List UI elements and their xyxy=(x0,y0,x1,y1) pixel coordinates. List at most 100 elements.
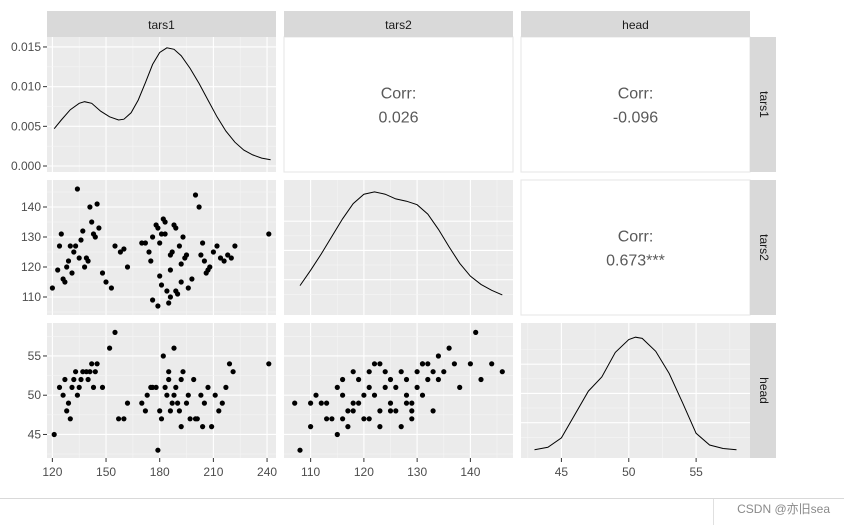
scatter-point-tars1-tars2 xyxy=(201,258,207,264)
scatter-point-tars2-head xyxy=(345,424,351,430)
scatter-point-tars2-head xyxy=(419,392,426,398)
scatter-point-tars1-tars2 xyxy=(192,192,199,198)
x-tick-label: 210 xyxy=(203,465,223,479)
scatter-point-tars1-head xyxy=(80,369,86,375)
scatter-point-tars1-tars2 xyxy=(167,252,173,258)
scatter-point-tars2-head xyxy=(489,361,495,367)
scatter-point-tars1-tars2 xyxy=(167,294,173,300)
scatter-point-tars1-tars2 xyxy=(74,186,80,192)
scatter-point-tars1-tars2 xyxy=(173,288,179,294)
y-tick-label: 50 xyxy=(28,388,42,402)
scatter-point-tars1-head xyxy=(155,447,161,453)
scatter-point-tars1-head xyxy=(167,408,173,414)
scatter-point-tars1-tars2 xyxy=(78,237,84,243)
scatter-point-tars1-tars2 xyxy=(99,270,106,276)
scatter-point-tars2-head xyxy=(409,416,415,422)
scatter-point-tars1-tars2 xyxy=(64,264,70,270)
scatter-point-tars1-head xyxy=(178,424,184,430)
scatter-point-tars2-head xyxy=(366,369,372,375)
scatter-point-tars1-tars2 xyxy=(162,219,168,225)
scatter-point-tars1-tars2 xyxy=(189,276,195,282)
strip-top-label-tars1: tars1 xyxy=(148,18,175,32)
scatter-point-tars2-head xyxy=(329,416,335,422)
scatter-point-tars2-head xyxy=(340,416,346,422)
scatter-point-tars1-head xyxy=(69,384,75,390)
corr-label-tars2-head: Corr: xyxy=(618,229,654,246)
scatter-point-tars1-tars2 xyxy=(150,297,156,303)
scatter-point-tars2-head xyxy=(430,369,436,375)
scatter-point-tars1-tars2 xyxy=(200,240,206,246)
panel-bg-tars2-tars1 xyxy=(47,180,276,315)
scatter-point-tars2-head xyxy=(361,416,367,422)
scatter-point-tars1-head xyxy=(185,392,191,398)
scatter-point-tars1-head xyxy=(212,392,218,398)
scatter-point-tars2-head xyxy=(425,361,431,367)
density-line-tars2 xyxy=(299,191,503,296)
bottom-divider xyxy=(0,498,844,499)
y-tick-label: 120 xyxy=(21,260,41,274)
scatter-point-tars1-head xyxy=(112,329,118,335)
scatter-point-tars1-head xyxy=(87,369,93,375)
scatter-point-tars1-head xyxy=(198,392,204,398)
scatter-point-tars1-head xyxy=(166,369,172,375)
scatter-point-tars1-tars2 xyxy=(232,243,238,249)
scatter-point-tars1-tars2 xyxy=(176,243,182,249)
scatter-point-tars2-head xyxy=(387,408,394,414)
strip-right-head xyxy=(750,323,776,458)
scatter-point-tars1-head xyxy=(67,416,73,422)
scatter-point-tars1-head xyxy=(78,376,84,383)
scatter-point-tars1-head xyxy=(187,416,193,422)
x-tick-label: 150 xyxy=(96,465,116,479)
watermark: CSDN @亦旧sea xyxy=(737,502,830,516)
scatter-point-tars1-tars2 xyxy=(198,252,204,258)
scatter-point-tars2-head xyxy=(382,384,388,390)
scatter-point-tars1-head xyxy=(99,384,106,390)
strip-right-tars1 xyxy=(750,37,776,172)
strip-right-label-tars1: tars1 xyxy=(757,91,771,118)
x-tick-label: 120 xyxy=(42,465,62,479)
scatter-point-tars1-tars2 xyxy=(87,204,93,210)
scatter-point-tars1-tars2 xyxy=(71,249,77,255)
y-tick-label: 0.005 xyxy=(11,119,41,133)
watermark-separator xyxy=(713,499,714,525)
scatter-point-tars1-tars2 xyxy=(92,234,98,240)
scatter-point-tars2-head xyxy=(393,408,399,414)
scatter-point-tars2-head xyxy=(473,329,479,335)
scatter-point-tars2-head xyxy=(435,353,441,359)
scatter-point-tars1-head xyxy=(60,392,66,398)
scatter-point-tars2-head xyxy=(345,408,351,414)
scatter-point-tars1-tars2 xyxy=(55,267,61,273)
scatter-point-tars1-tars2 xyxy=(142,240,148,246)
scatter-point-tars1-head xyxy=(200,424,206,430)
scatter-point-tars2-head xyxy=(308,424,314,430)
scatter-point-tars1-head xyxy=(62,376,68,383)
scatter-point-tars1-head xyxy=(76,384,82,390)
scatter-point-tars2-head xyxy=(377,408,383,414)
scatter-point-tars1-head xyxy=(171,345,177,351)
scatter-point-tars1-tars2 xyxy=(76,255,82,261)
scatter-point-tars2-head xyxy=(340,392,346,398)
scatter-point-tars1-tars2 xyxy=(217,255,224,261)
scatter-point-tars1-tars2 xyxy=(85,258,91,264)
scatter-point-tars1-head xyxy=(51,431,57,438)
scatter-point-tars1-tars2 xyxy=(65,258,72,264)
scatter-point-tars1-head xyxy=(166,376,172,383)
scatter-point-tars1-tars2 xyxy=(221,258,227,264)
scatter-point-tars1-tars2 xyxy=(178,261,184,267)
strip-right-tars2 xyxy=(750,180,776,315)
scatter-point-tars2-head xyxy=(387,376,394,383)
scatter-point-tars1-tars2 xyxy=(178,279,184,285)
scatter-point-tars2-head xyxy=(478,376,484,383)
scatter-point-tars1-head xyxy=(121,416,127,422)
strip-right-label-head: head xyxy=(757,377,771,404)
scatter-point-tars1-head xyxy=(65,400,72,406)
scatter-point-tars1-head xyxy=(175,400,181,406)
panel-bg-head-tars1 xyxy=(47,323,276,458)
y-tick-label: 0.010 xyxy=(11,80,41,94)
scatter-point-tars2-head xyxy=(324,416,330,422)
x-tick-label: 180 xyxy=(150,465,170,479)
scatter-point-tars2-head xyxy=(334,384,340,390)
scatter-point-tars1-head xyxy=(171,392,177,398)
scatter-point-tars2-head xyxy=(441,369,447,375)
scatter-point-tars1-head xyxy=(192,416,199,422)
